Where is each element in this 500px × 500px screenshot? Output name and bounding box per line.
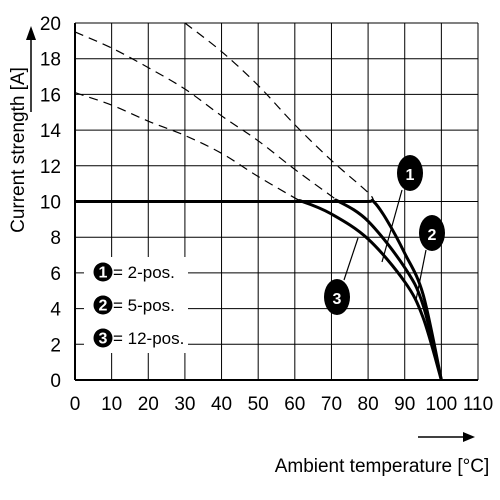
- legend-label: = 12-pos.: [113, 329, 184, 348]
- y-tick-label: 18: [40, 50, 61, 71]
- y-tick-label: 16: [40, 85, 61, 106]
- x-tick-label: 20: [138, 394, 159, 415]
- y-tick-label: 4: [50, 300, 61, 321]
- callout-marker-3: [324, 279, 350, 315]
- x-tick-label: 50: [248, 394, 269, 415]
- series-2-dashed-line: [74, 31, 340, 202]
- y-tick-label: 10: [40, 193, 61, 214]
- y-tick-label: 12: [40, 157, 61, 178]
- x-tick-label: 80: [358, 394, 379, 415]
- callouts: 1 2 3: [324, 155, 445, 315]
- callout-number: 3: [333, 291, 342, 308]
- legend-marker-2: [93, 295, 113, 315]
- x-tick-label: 40: [211, 394, 232, 415]
- legend-marker-1: [93, 262, 113, 282]
- series-layer: [74, 22, 443, 381]
- x-axis-arrow: [418, 432, 475, 442]
- x-tick-label: 100: [426, 394, 458, 415]
- callout-number: 1: [406, 167, 415, 184]
- series-3-line: [75, 199, 443, 381]
- legend-marker-number: 1: [99, 265, 108, 282]
- callout-marker-1: [397, 155, 423, 191]
- x-tick-label: 0: [70, 394, 81, 415]
- y-axis-arrow: [26, 26, 36, 112]
- axes: [74, 23, 478, 381]
- y-tick-label: 0: [50, 371, 61, 392]
- x-tick-label: 10: [101, 394, 122, 415]
- callout-marker-2: [419, 215, 445, 251]
- y-tick-label: 20: [40, 14, 61, 35]
- series-1-dashed-line: [184, 22, 375, 202]
- y-tick-label: 6: [50, 264, 61, 285]
- x-tick-label: 30: [174, 394, 195, 415]
- legend-label: = 2-pos.: [113, 263, 175, 282]
- x-tick-label: 60: [284, 394, 305, 415]
- legend: 1 = 2-pos. 2 = 5-pos. 3 = 12-pos.: [84, 257, 188, 353]
- legend-marker-number: 3: [99, 331, 108, 348]
- y-axis-label: Current strength [A]: [8, 67, 29, 233]
- tick-labels: 0 10 20 30 40 50 60 70 80 90 100 110024681012141618…: [40, 14, 493, 415]
- legend-marker-number: 2: [99, 298, 108, 315]
- y-tick-label: 14: [40, 121, 62, 142]
- x-tick-label: 90: [394, 394, 415, 415]
- callout-leader-3: [343, 237, 359, 281]
- y-tick-label: 8: [50, 228, 61, 249]
- callout-leader-2: [415, 249, 427, 301]
- x-tick-label: 110: [463, 394, 493, 415]
- legend-marker-3: [93, 328, 113, 348]
- callout-number: 2: [428, 227, 437, 244]
- x-tick-label: 70: [321, 394, 342, 415]
- y-tick-label: 2: [50, 335, 61, 356]
- callout-leader-1: [381, 189, 403, 263]
- x-axis-label: Ambient temperature [°C]: [275, 456, 490, 477]
- legend-label: = 5-pos.: [113, 296, 175, 315]
- series-3-dashed-line: [74, 92, 303, 203]
